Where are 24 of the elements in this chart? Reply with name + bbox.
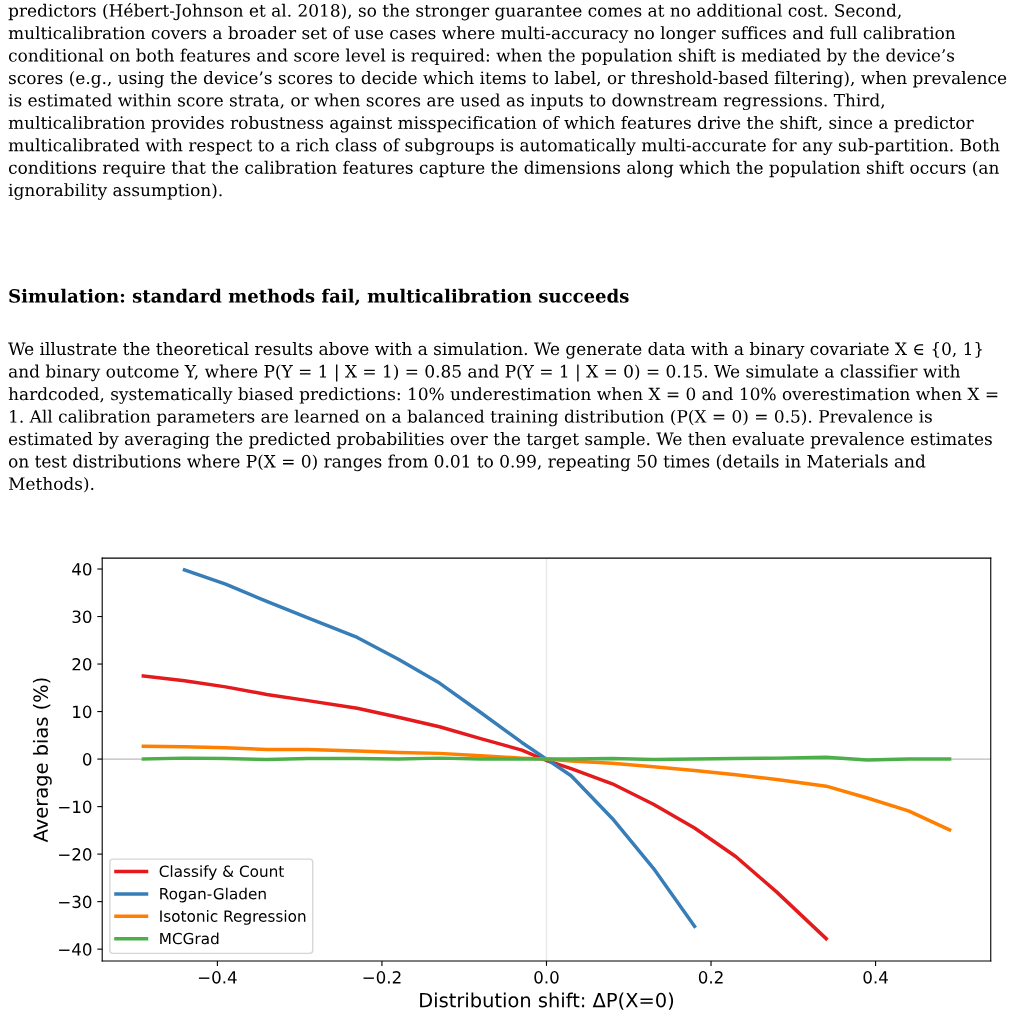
- y-tick-label: 20: [72, 658, 92, 671]
- y-tick-label: −20: [59, 848, 92, 861]
- x-axis-title: Distribution shift: ΔP(X=0): [420, 992, 674, 1010]
- x-tick-label: 0.0: [534, 971, 559, 984]
- y-tick-label: −40: [59, 943, 92, 956]
- y-tick-label: 30: [72, 610, 92, 624]
- y-tick-label: 40: [72, 562, 92, 576]
- y-tick-label: 0: [82, 753, 92, 766]
- legend-label: MCGrad: [160, 932, 219, 945]
- y-tick-label: −30: [59, 895, 92, 909]
- y-axis-title: Average bias (%): [32, 678, 52, 843]
- text: predictors (Hébert-Johnson et al. 2018), so the stronger guarantee comes at no additional cost. Second, multicalibration covers a broader set of use cases where multi-accuracy no longer suffices and full calibration conditional on both features and score level is required: when the population shift is mediated by the device’s scores (e.g., using the device’s scores to decide which items to label, or threshold-based filtering), when prevalence is estimated within score strata, or when scores are used as inputs to downstream regressions. Third, multicalibration provides robustness against misspecification of which features drive the shift, since a predictor multicalibrated with respect to a rich class of subgroups is automatically multi-accurate for any sub-partition. Both conditions require that the calibration features capture the dimensions along which the population shift occurs (an ignorability assumption).: [8, 3, 1007, 200]
- line-series: [141, 744, 952, 832]
- y-tick-label: −10: [59, 800, 92, 814]
- y-tick-label: 10: [73, 705, 92, 719]
- x-tick-label: 0.2: [698, 971, 723, 984]
- x-tick-label: −0.2: [363, 971, 401, 984]
- x-tick-label: 0.4: [863, 971, 888, 984]
- legend-label: Classify & Count: [159, 865, 284, 880]
- chart-subtitle: We illustrate the theoretical results above with a simulation. We generate data with a binary covariate X ∈ {0, 1} and binary outcome Y, where P(Y = 1 | X = 1) = 0.85 and P(Y = 1 | X = 0) = 0.15. We simulate a classifier with hardcoded, systematically biased predictions: 10% underestimation when X = 0 and 10% overestimation when X = 1. All calibration parameters are learned on a balanced training distribution (P(X = 0) = 0.5). Prevalence is estimated by averaging the predicted probabilities over the target sample. We then evaluate prevalence estimates on test distributions where P(X = 0) ranges from 0.01 to 0.99, repeating 50 times (details in Materials and Methods).: [8, 342, 998, 493]
- legend-label: Isotonic Regression: [160, 910, 306, 925]
- legend-label: Rogan-Gladen: [160, 887, 266, 903]
- x-tick-label: −0.4: [198, 971, 237, 984]
- chart-title: Simulation: standard methods fail, multicalibration succeeds: [9, 288, 629, 306]
